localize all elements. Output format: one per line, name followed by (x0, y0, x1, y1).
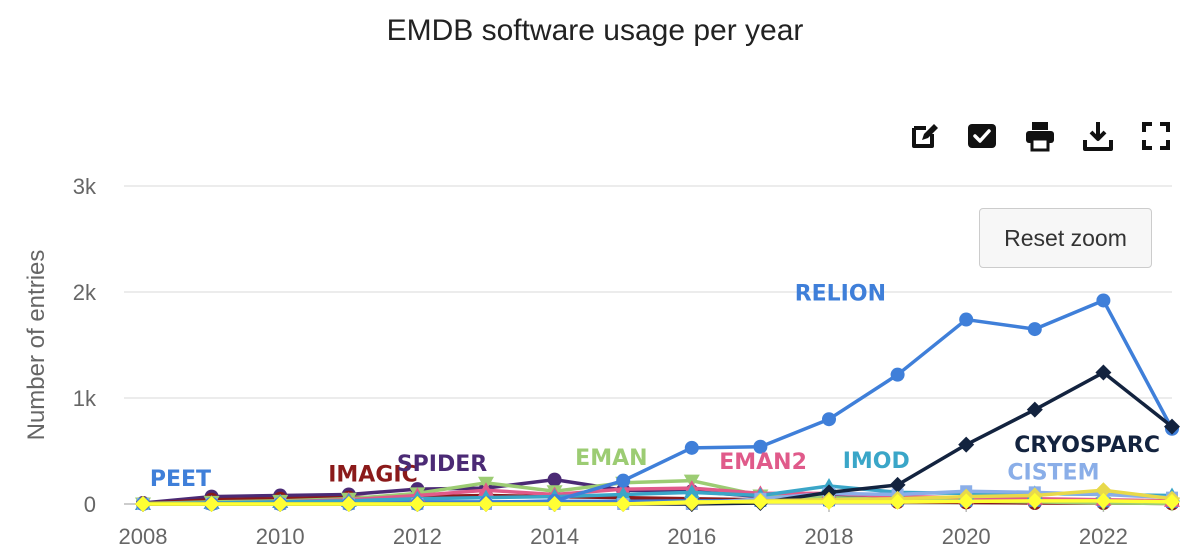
x-tick-label: 2014 (530, 524, 579, 549)
data-point (547, 472, 562, 487)
data-point (546, 496, 563, 512)
series-label-cistem: CISTEM (1007, 461, 1099, 486)
series-label-cryosparc: CRYOSPARC (1014, 433, 1160, 458)
data-point (615, 496, 632, 512)
print-icon[interactable] (1022, 118, 1058, 154)
data-point (616, 473, 631, 488)
data-point (478, 496, 494, 512)
data-point (1095, 482, 1112, 499)
data-point (409, 496, 426, 512)
edit-icon[interactable] (906, 118, 942, 154)
series-label-peet: PEET (150, 467, 211, 492)
grid-lines (124, 185, 1172, 399)
data-point (889, 493, 906, 510)
data-point (1096, 293, 1111, 308)
chart-title: EMDB software usage per year (386, 14, 804, 47)
chart-toolbar (906, 118, 1174, 158)
series-label-eman: EMAN (575, 446, 647, 471)
series-label-imagic: IMAGIC (328, 463, 418, 488)
data-point (752, 493, 769, 510)
data-point (340, 496, 357, 512)
y-tick-label: 1k (73, 386, 97, 411)
data-point (958, 436, 975, 453)
data-point (683, 484, 700, 499)
data-point (959, 312, 974, 327)
data-point (1027, 322, 1042, 337)
series-label-relion: RELION (795, 281, 886, 306)
data-point (684, 440, 699, 455)
data-point (889, 476, 906, 493)
data-point (821, 493, 837, 510)
x-tick-label: 2018 (805, 524, 854, 549)
data-point (822, 412, 836, 427)
data-point (958, 493, 975, 510)
data-point (135, 496, 151, 512)
y-axis-title: Number of entries (23, 250, 50, 441)
series-line (143, 499, 1173, 506)
series-label-spider: SPIDER (397, 452, 487, 477)
data-point (1026, 492, 1043, 509)
series-label-eman2: EMAN2 (719, 450, 807, 475)
data-point (1026, 401, 1043, 418)
y-tick-label: 3k (73, 174, 97, 199)
data-point (1095, 364, 1112, 381)
y-tick-label: 0 (84, 492, 96, 517)
data-point (1095, 492, 1112, 509)
download-icon[interactable] (1080, 118, 1116, 154)
x-tick-label: 2008 (119, 524, 168, 549)
x-tick-label: 2016 (667, 524, 716, 549)
x-tick-label: 2020 (942, 524, 991, 549)
data-point (478, 482, 494, 497)
data-point (272, 496, 289, 512)
fullscreen-icon[interactable] (1138, 118, 1174, 154)
y-tick-label: 2k (73, 280, 97, 305)
data-point (753, 439, 768, 454)
x-tick-label: 2010 (256, 524, 305, 549)
data-point (1164, 493, 1180, 510)
data-point (683, 493, 700, 510)
data-point (203, 496, 220, 512)
check-icon[interactable] (964, 118, 1000, 154)
series-lines (135, 293, 1180, 512)
series-label-imod: IMOD (843, 449, 910, 474)
x-tick-label: 2022 (1079, 524, 1128, 549)
x-tick-label: 2012 (393, 524, 442, 549)
data-point (615, 486, 632, 501)
series-unlabeled-10 (135, 492, 1180, 512)
data-point (1164, 418, 1180, 435)
data-point (890, 367, 905, 382)
reset-zoom-button[interactable]: Reset zoom (979, 208, 1152, 268)
